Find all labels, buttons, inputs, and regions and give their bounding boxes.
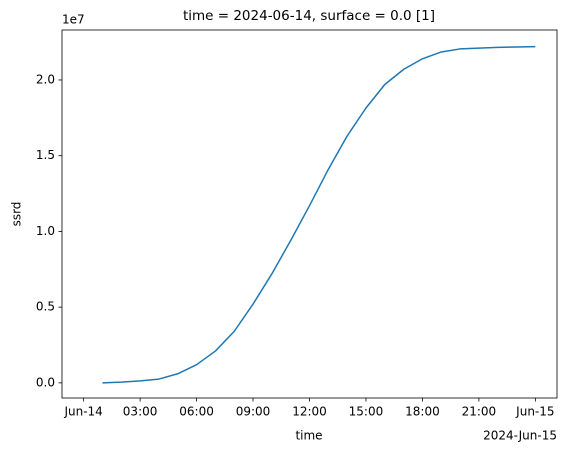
y-axis-label: ssrd bbox=[10, 202, 24, 227]
chart-title: time = 2024-06-14, surface = 0.0 [1] bbox=[183, 8, 435, 24]
y-tick-label: 0.0 bbox=[36, 375, 55, 389]
x-axis-label: time bbox=[295, 429, 322, 443]
x-offset-label: 2024-Jun-15 bbox=[483, 429, 557, 443]
axes-frame bbox=[61, 29, 558, 399]
x-tick-label: 21:00 bbox=[462, 405, 497, 419]
x-tick-label: 09:00 bbox=[236, 405, 271, 419]
x-tick-label: 18:00 bbox=[405, 405, 440, 419]
x-tick-label: 15:00 bbox=[349, 405, 384, 419]
x-tick-label: 12:00 bbox=[292, 405, 327, 419]
y-tick-label: 0.5 bbox=[36, 300, 55, 314]
y-tick-label: 1.0 bbox=[36, 224, 55, 238]
y-offset-label: 1e7 bbox=[62, 13, 85, 27]
x-tick-label: Jun-15 bbox=[515, 405, 554, 419]
y-tick-label: 1.5 bbox=[36, 148, 55, 162]
x-tick-label: 06:00 bbox=[179, 405, 214, 419]
x-tick-label: 03:00 bbox=[123, 405, 158, 419]
y-tick-label: 2.0 bbox=[36, 72, 55, 86]
x-tick-label: Jun-14 bbox=[63, 405, 102, 419]
line bbox=[102, 45, 536, 384]
